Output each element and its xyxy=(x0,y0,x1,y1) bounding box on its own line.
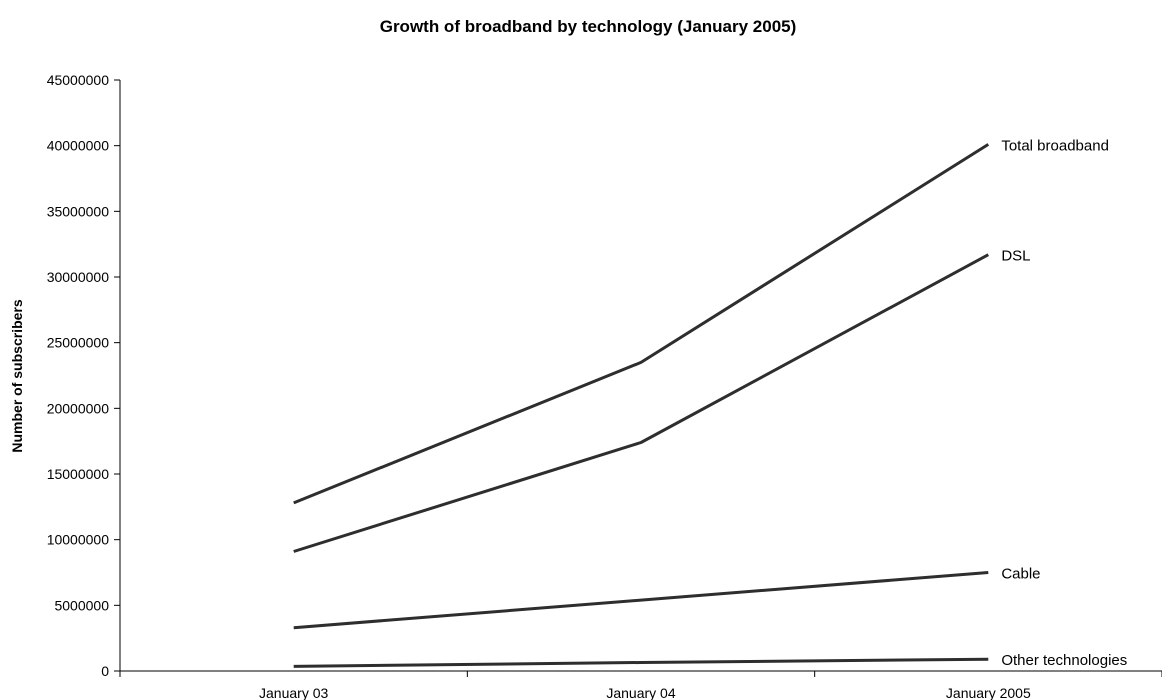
series-line-other-technologies xyxy=(293,657,989,668)
y-tick-label: 5000000 xyxy=(54,597,109,613)
series-line-total-broadband xyxy=(293,143,990,505)
y-tick-label: 25000000 xyxy=(47,335,110,351)
x-tick-label: January 03 xyxy=(259,685,328,700)
y-tick-label: 10000000 xyxy=(47,532,110,548)
y-tick-label: 20000000 xyxy=(47,400,110,416)
y-axis-label: Number of subscribers xyxy=(9,299,25,452)
series-labels: Total broadband DSL Cable Other technologie… xyxy=(1001,137,1127,669)
series-line-cable xyxy=(293,571,989,630)
y-tick-label: 15000000 xyxy=(47,466,110,482)
chart-title: Growth of broadband by technology (Janua… xyxy=(380,17,797,36)
series-label-total-broadband: Total broadband xyxy=(1001,137,1109,154)
series-label-dsl: DSL xyxy=(1001,248,1030,265)
x-axis-ticks: January 03 January 04 January 2005 xyxy=(119,671,1162,700)
series-line-dsl xyxy=(293,253,990,553)
y-tick-label: 35000000 xyxy=(47,203,110,219)
y-tick-label: 0 xyxy=(101,663,109,679)
series-label-cable: Cable xyxy=(1001,566,1040,583)
series-label-other-technologies: Other technologies xyxy=(1001,652,1127,669)
y-tick-label: 45000000 xyxy=(47,72,110,88)
y-tick-label: 30000000 xyxy=(47,269,110,285)
y-axis-ticks: 0 5000000 10000000 15000000 20000000 25000000… xyxy=(47,72,120,679)
x-tick-label: January 2005 xyxy=(946,685,1031,700)
x-tick-label: January 04 xyxy=(606,685,675,700)
y-tick-label: 40000000 xyxy=(47,138,110,154)
series-lines xyxy=(293,143,990,668)
